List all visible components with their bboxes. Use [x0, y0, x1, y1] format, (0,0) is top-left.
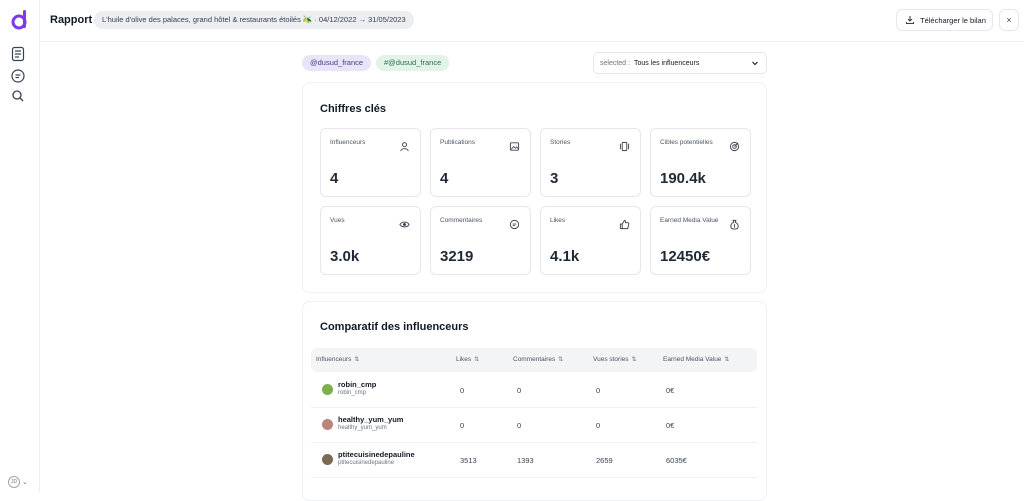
- sort-icon[interactable]: ⇅: [558, 357, 564, 363]
- kpi-vues: Vues 3.0k: [320, 206, 421, 275]
- sort-icon[interactable]: ⇅: [474, 357, 480, 363]
- top-bar: Rapport L'huile d'olive des palaces, gra…: [40, 0, 1024, 42]
- kpi-value: 12450€: [660, 248, 711, 265]
- kpi-label: Influenceurs: [330, 139, 366, 146]
- table-row[interactable]: robin_cmp robin_cmp 0 0 0 0€: [311, 373, 757, 408]
- download-label: Télécharger le bilan: [920, 15, 986, 25]
- kpi-label: Likes: [550, 217, 566, 224]
- close-button[interactable]: ×: [999, 9, 1019, 31]
- kpi-value: 3219: [440, 248, 474, 265]
- column-header-commentaires[interactable]: Commentaires ⇅: [513, 356, 564, 363]
- comparison-title: Comparatif des influenceurs: [320, 321, 469, 333]
- select-prefix: selected :: [600, 59, 630, 67]
- comments-cell: 1393: [517, 456, 534, 465]
- key-figures-card: Chiffres clés Influenceurs 4 Publication…: [302, 82, 767, 293]
- kpi-commentaires: Commentaires 3219: [430, 206, 531, 275]
- user-icon: [400, 142, 409, 152]
- download-report-button[interactable]: Télécharger le bilan: [896, 9, 993, 31]
- influencer-handle: robin_cmp: [338, 390, 367, 396]
- report-icon[interactable]: [10, 46, 26, 62]
- emv-cell: 0€: [666, 386, 675, 395]
- influencer-name[interactable]: healthy_yum_yum: [338, 415, 404, 424]
- kpi-label: Stories: [550, 139, 571, 146]
- influencer-name[interactable]: robin_cmp: [338, 380, 377, 389]
- comparison-card: Comparatif des influenceurs: [302, 301, 767, 501]
- sidebar: JD ⌄: [0, 0, 40, 492]
- download-icon: [906, 16, 914, 24]
- kpi-label: Vues: [330, 217, 345, 224]
- kpi-stories: Stories 3: [540, 128, 641, 197]
- tag-hashtag[interactable]: #@dusud_france: [376, 55, 450, 71]
- kpi-value: 4: [440, 170, 449, 187]
- brand-logo[interactable]: [10, 8, 30, 30]
- kpi-value: 4: [330, 170, 339, 187]
- money-bag-icon: [730, 219, 739, 230]
- page-title: Rapport: [50, 14, 93, 26]
- avatar: JD: [8, 476, 20, 488]
- comments-cell: 0: [517, 421, 522, 430]
- likes-cell: 3513: [460, 456, 477, 465]
- thumbs-up-icon: [619, 219, 630, 230]
- kpi-label: Commentaires: [440, 217, 483, 224]
- influencer-handle: ptitecuisinedepauline: [338, 460, 395, 466]
- story-views-cell: 0: [596, 386, 601, 395]
- story-views-cell: 0: [596, 421, 601, 430]
- sort-icon[interactable]: ⇅: [724, 357, 730, 363]
- story-views-cell: 2659: [596, 456, 613, 465]
- column-header-influenceurs[interactable]: Influenceurs ⇅: [316, 356, 360, 363]
- kpi-cibles: Cibles potentielles 190.4k: [650, 128, 751, 197]
- user-menu[interactable]: JD ⌄: [8, 476, 28, 488]
- comments-cell: 0: [517, 386, 522, 395]
- target-icon: [729, 141, 740, 152]
- kpi-emv: Earned Media Value 12450€: [650, 206, 751, 275]
- eye-icon: [399, 221, 410, 228]
- key-figures-title: Chiffres clés: [320, 103, 387, 115]
- search-icon[interactable]: [10, 88, 26, 104]
- emv-cell: 6035€: [666, 456, 687, 465]
- avatar: [322, 419, 333, 430]
- stories-icon: [619, 141, 630, 152]
- kpi-likes: Likes 4.1k: [540, 206, 641, 275]
- kpi-label: Cibles potentielles: [660, 139, 713, 146]
- comment-icon: [509, 219, 520, 230]
- kpi-value: 3.0k: [330, 248, 360, 265]
- kpi-label: Earned Media Value: [660, 217, 719, 224]
- chat-icon[interactable]: [10, 68, 26, 84]
- kpi-value: 4.1k: [550, 248, 580, 265]
- kpi-influenceurs: Influenceurs 4: [320, 128, 421, 197]
- influencer-name[interactable]: ptitecuisinedepauline: [338, 450, 415, 459]
- chevron-down-icon: ⌄: [22, 479, 28, 486]
- influencer-handle: healthy_yum_yum: [338, 425, 387, 431]
- kpi-value: 190.4k: [660, 170, 706, 187]
- emv-cell: 0€: [666, 421, 675, 430]
- column-header-vues-stories[interactable]: Vues stories ⇅: [593, 356, 637, 363]
- table-row[interactable]: healthy_yum_yum healthy_yum_yum 0 0 0 0€: [311, 408, 757, 443]
- kpi-publications: Publications 4: [430, 128, 531, 197]
- image-icon: [509, 142, 520, 151]
- chevron-down-icon: [752, 61, 758, 66]
- avatar: [322, 384, 333, 395]
- kpi-label: Publications: [440, 139, 476, 146]
- kpi-value: 3: [550, 170, 559, 187]
- likes-cell: 0: [460, 421, 465, 430]
- campaign-badge: L'huile d'olive des palaces, grand hôtel…: [94, 11, 414, 29]
- table-row[interactable]: ptitecuisinedepauline ptitecuisinedepaul…: [311, 443, 757, 478]
- column-header-emv[interactable]: Earned Media Value ⇅: [663, 356, 730, 363]
- tag-mention[interactable]: @dusud_france: [302, 55, 372, 71]
- column-header-likes[interactable]: Likes ⇅: [456, 356, 480, 363]
- sort-icon[interactable]: ⇅: [354, 357, 360, 363]
- table-header: Influenceurs ⇅ Likes ⇅ Commentaires ⇅ Vues …: [311, 348, 757, 372]
- likes-cell: 0: [460, 386, 465, 395]
- avatar: [322, 454, 333, 465]
- sort-icon[interactable]: ⇅: [631, 357, 637, 363]
- select-value: Tous les influenceurs: [633, 59, 700, 67]
- influencer-select[interactable]: selected : Tous les influenceurs: [593, 52, 767, 74]
